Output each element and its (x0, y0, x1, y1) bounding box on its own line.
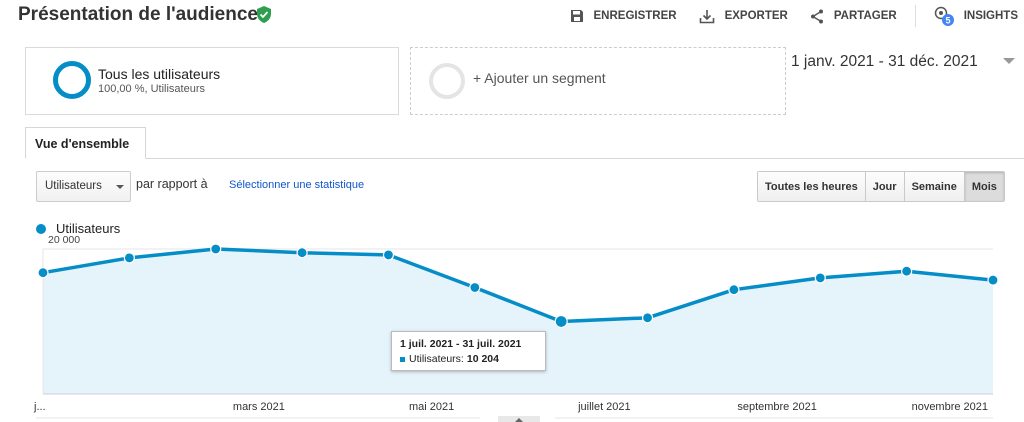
chart-tooltip: 1 juil. 2021 - 31 juil. 2021 Utilisateur… (391, 331, 546, 371)
active-segment-card[interactable]: Tous les utilisateurs 100,00 %, Utilisat… (25, 47, 399, 115)
timeline-handle-caret-icon (515, 418, 523, 422)
tooltip-date: 1 juil. 2021 - 31 juil. 2021 (400, 338, 522, 350)
x-tick-label: septembre 2021 (737, 401, 817, 413)
tooltip-swatch (400, 356, 405, 362)
data-point-4 (382, 249, 395, 261)
x-tick-label: juillet 2021 (577, 401, 631, 413)
legend-label: Utilisateurs (56, 221, 121, 236)
add-segment-button[interactable]: + Ajouter un segment (410, 47, 786, 115)
actions-divider (914, 5, 916, 27)
tab-overview[interactable]: Vue d'ensemble (25, 127, 146, 159)
x-tick-label: j... (33, 401, 46, 413)
period-toggle: Toutes les heures Jour Semaine Mois (757, 171, 1005, 202)
verified-shield-icon (257, 6, 271, 23)
share-icon (810, 9, 823, 23)
insights-button[interactable]: 5 INSIGHTS (934, 6, 1018, 26)
x-tick-label: mai 2021 (409, 401, 454, 413)
chevron-down-icon (116, 185, 124, 189)
data-point-11 (987, 274, 999, 286)
insights-icon: 5 (934, 6, 954, 26)
period-week-button[interactable]: Semaine (903, 172, 964, 201)
select-metric-link[interactable]: Sélectionner une statistique (229, 179, 365, 191)
tooltip-value: 10 204 (466, 353, 499, 365)
download-icon (699, 9, 714, 23)
data-point-3 (296, 247, 308, 259)
chart-legend: Utilisateurs (36, 221, 120, 236)
report-header: Présentation de l'audience ENREGISTRER E… (0, 0, 1024, 34)
data-point-2 (210, 243, 222, 255)
save-label: ENREGISTRER (593, 10, 677, 22)
share-label: PARTAGER (833, 10, 897, 22)
segment-name: Tous les utilisateurs (98, 66, 221, 82)
data-point-9 (814, 272, 826, 284)
x-tick-label: mars 2021 (233, 401, 285, 413)
data-point-6 (554, 314, 568, 329)
export-button[interactable]: EXPORTER (699, 9, 788, 24)
empty-segment-ring (429, 63, 465, 99)
legend-swatch (36, 223, 46, 234)
tab-bar-divider (25, 158, 1024, 159)
x-tick-label: novembre 2021 (912, 401, 988, 413)
save-icon (570, 10, 583, 22)
date-range-caret-icon[interactable] (1003, 58, 1015, 64)
segment-detail: 100,00 %, Utilisateurs (98, 83, 205, 95)
insights-count-badge: 5 (945, 16, 950, 26)
period-day-button[interactable]: Jour (864, 172, 904, 201)
export-label: EXPORTER (724, 10, 788, 22)
data-point-7 (641, 312, 654, 324)
insights-label: INSIGHTS (963, 10, 1018, 22)
series-area-utilisateurs (43, 249, 993, 394)
data-point-5 (469, 281, 481, 294)
share-button[interactable]: PARTAGER (810, 9, 897, 24)
save-button[interactable]: ENREGISTRER (570, 9, 677, 23)
period-month-button[interactable]: Mois (963, 172, 1004, 201)
add-segment-label: + Ajouter un segment (473, 70, 606, 86)
data-point-8 (728, 284, 740, 296)
tooltip-metric-label: Utilisateurs: (409, 353, 464, 365)
data-point-1 (123, 252, 135, 264)
metric-dropdown-value: Utilisateurs (45, 180, 102, 192)
y-tick-label: 20 000 (48, 236, 80, 246)
header-actions: ENREGISTRER EXPORTER PARTAGER (548, 5, 1018, 27)
date-range-picker[interactable]: 1 janv. 2021 - 31 déc. 2021 (791, 53, 978, 70)
series-line-utilisateurs (42, 247, 994, 324)
period-hourly-button[interactable]: Toutes les heures (758, 172, 865, 201)
data-point-10 (901, 265, 913, 277)
metric-dropdown[interactable]: Utilisateurs (36, 171, 131, 202)
data-point-0 (37, 267, 49, 279)
segment-color-ring (53, 61, 91, 99)
compare-label: par rapport à (136, 177, 208, 191)
page-title: Présentation de l'audience (18, 4, 258, 25)
